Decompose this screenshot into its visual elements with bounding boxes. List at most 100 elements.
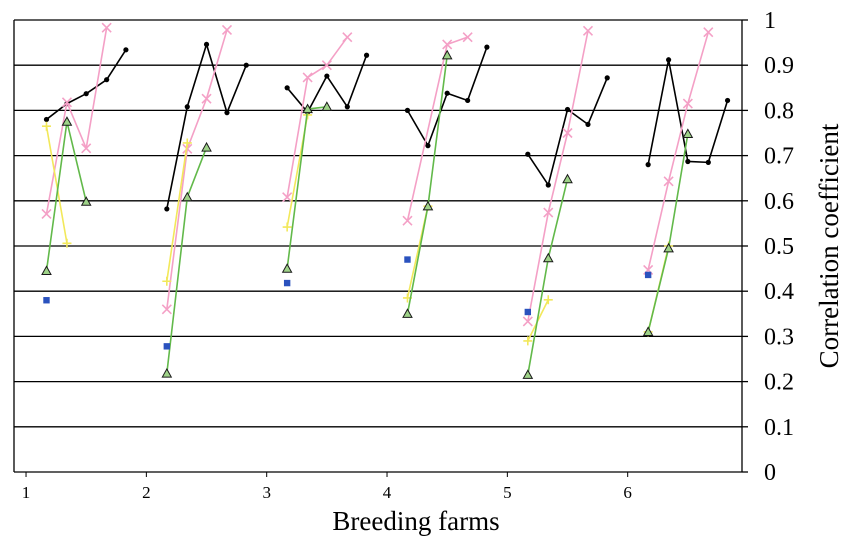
- x-axis-title: Breeding farms: [332, 506, 499, 536]
- x-tick-label: 6: [623, 483, 632, 502]
- data-point-square: [43, 297, 50, 304]
- series-2: [41, 22, 714, 327]
- data-point-dot: [484, 44, 490, 50]
- data-point-x: [663, 176, 674, 187]
- y-axis-title: Correlation coefficient: [814, 123, 844, 368]
- data-point-dot: [685, 158, 691, 165]
- data-point-triangle: [281, 263, 293, 273]
- data-point-triangle: [80, 196, 92, 206]
- data-point-dot: [404, 107, 411, 113]
- data-point-triangle: [522, 369, 534, 379]
- y-tick-label: 0.4: [764, 279, 794, 305]
- x-tick-label: 3: [262, 483, 271, 502]
- data-point-x: [582, 25, 594, 36]
- y-tick-label: 0.5: [764, 234, 794, 260]
- series-4: [41, 49, 694, 379]
- series-line: [45, 27, 108, 215]
- x-ticks: 1 2 3 4 5 6: [22, 472, 632, 502]
- data-point-triangle: [61, 116, 73, 126]
- data-point-dot: [324, 73, 330, 79]
- data-point-dot: [545, 182, 551, 188]
- data-point-x: [61, 97, 73, 108]
- data-point-x: [41, 208, 52, 219]
- y-tick-label: 0.2: [764, 370, 794, 396]
- data-point-dot: [425, 143, 431, 149]
- data-point-x: [402, 215, 413, 226]
- data-point-triangle: [642, 326, 654, 336]
- data-point-dot: [585, 121, 591, 128]
- data-point-triangle: [542, 252, 554, 263]
- data-point-triangle: [402, 308, 413, 318]
- data-point-x: [321, 60, 332, 71]
- data-point-dot: [525, 151, 531, 157]
- data-point-dot: [604, 75, 610, 81]
- data-point-triangle: [663, 242, 674, 253]
- data-point-dot: [363, 52, 370, 58]
- data-point-dot: [465, 97, 471, 104]
- data-point-dot: [43, 116, 50, 123]
- series-line: [166, 29, 228, 310]
- data-point-dot: [83, 91, 89, 97]
- data-point-dot: [224, 110, 230, 116]
- data-point-x: [703, 27, 714, 38]
- data-point-x: [201, 93, 212, 104]
- data-point-square: [644, 271, 652, 279]
- data-point-plus: [182, 138, 192, 148]
- data-point-plus: [543, 295, 553, 305]
- data-point-triangle: [562, 173, 573, 184]
- series-line: [166, 142, 189, 282]
- data-point-plus: [162, 276, 172, 286]
- data-point-triangle: [422, 200, 434, 211]
- data-point-square: [524, 308, 532, 316]
- data-point-dot: [665, 57, 672, 63]
- data-point-triangle: [441, 49, 453, 60]
- y-tick-label: 0.7: [764, 144, 794, 170]
- series-1: [43, 41, 731, 212]
- data-point-x: [543, 207, 554, 218]
- y-tick-label: 0.1: [764, 415, 794, 441]
- x-tick-label: 4: [383, 483, 392, 502]
- data-point-x: [81, 143, 92, 154]
- data-point-dot: [444, 90, 450, 96]
- data-point-square: [163, 343, 171, 350]
- series-line: [45, 126, 68, 244]
- y-tick-label: 0.8: [764, 98, 794, 124]
- y-tick-label: 0.6: [764, 189, 794, 215]
- data-point-dot: [184, 104, 190, 110]
- data-point-dot: [705, 159, 711, 165]
- data-point-x: [522, 316, 533, 327]
- data-point-square: [283, 279, 291, 287]
- data-point-triangle: [321, 101, 333, 111]
- data-point-square: [404, 256, 411, 263]
- data-point-x: [161, 304, 172, 315]
- data-point-x: [682, 98, 693, 109]
- data-point-x: [182, 143, 193, 154]
- data-point-triangle: [181, 191, 193, 202]
- data-point-triangle: [682, 128, 694, 139]
- data-point-dot: [724, 97, 731, 104]
- series-line: [647, 31, 710, 271]
- data-point-dot: [203, 41, 210, 48]
- data-point-plus: [282, 222, 292, 232]
- data-point-x: [221, 24, 233, 36]
- y-tick-label: 0.9: [764, 53, 794, 79]
- x-tick-label: 2: [142, 483, 151, 502]
- y-tick-label: 1: [764, 8, 776, 34]
- data-point-plus: [41, 121, 51, 131]
- gridlines: [14, 19, 742, 473]
- y-tick-label: 0: [764, 460, 776, 486]
- data-point-triangle: [302, 103, 313, 114]
- data-point-triangle: [161, 367, 173, 378]
- data-point-x: [342, 32, 353, 43]
- x-tick-label: 5: [503, 483, 512, 502]
- data-point-x: [302, 72, 313, 83]
- data-point-dot: [104, 77, 110, 83]
- data-point-x: [562, 127, 573, 139]
- y-ticks: 0 0.1 0.2 0.3 0.4 0.5 0.6 0.7 0.8 0.9 1: [742, 8, 794, 486]
- x-tick-label: 1: [22, 483, 31, 502]
- data-point-plus: [523, 336, 533, 346]
- data-point-triangle: [201, 141, 212, 152]
- series-layer: [41, 22, 731, 379]
- data-point-x: [282, 192, 293, 203]
